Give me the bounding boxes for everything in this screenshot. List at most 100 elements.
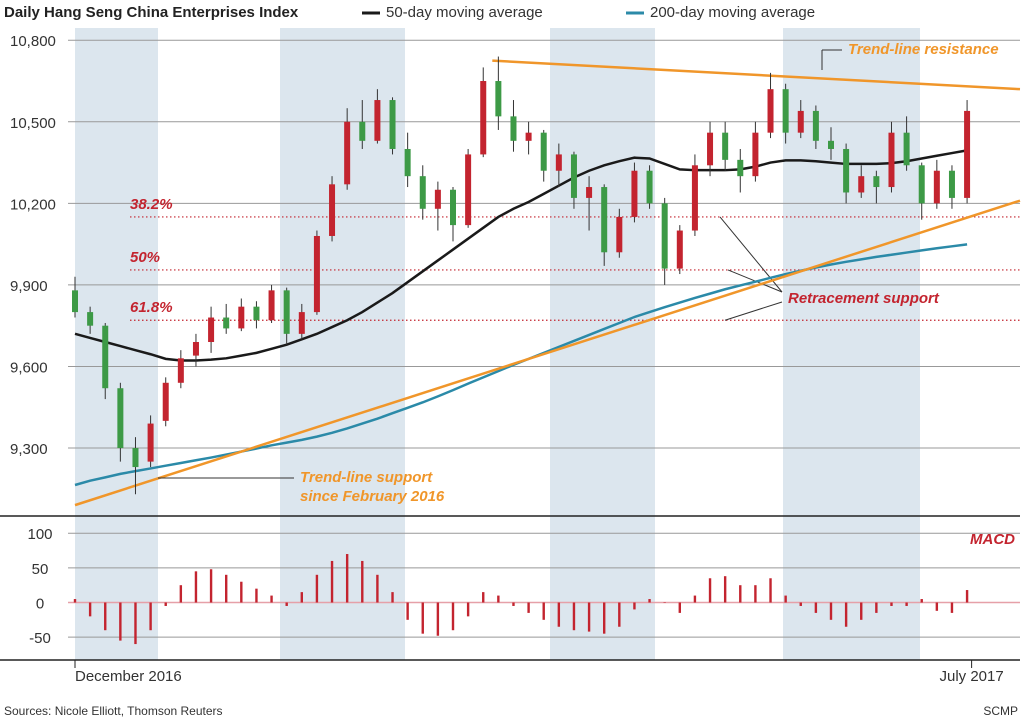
candle-body — [223, 317, 230, 329]
macd-bar — [497, 595, 500, 603]
legend-label: 50-day moving average — [386, 4, 543, 21]
candle-body — [72, 290, 78, 313]
macd-bar — [466, 602, 470, 617]
candle-body — [737, 159, 744, 177]
y-tick-label: 9,600 — [10, 359, 48, 376]
macd-bar — [285, 602, 288, 606]
macd-bar — [587, 602, 591, 632]
macd-bar — [920, 599, 923, 603]
trend-line-label: Trend-line support — [300, 469, 433, 486]
candle-body — [465, 154, 472, 226]
candle-body — [389, 100, 396, 149]
macd-bar — [119, 602, 122, 641]
y-tick-label: 10,200 — [10, 196, 56, 213]
moving-average-line — [74, 149, 968, 362]
month-band — [783, 28, 920, 660]
macd-bar — [618, 602, 621, 627]
macd-bar — [421, 602, 424, 634]
candle-body — [873, 176, 880, 188]
y-tick-label: 0 — [36, 595, 44, 612]
retracement-label: 61.8% — [130, 299, 173, 316]
macd-bar — [361, 560, 364, 603]
y-tick-label: 10,500 — [10, 115, 56, 132]
candle-body — [616, 216, 623, 253]
macd-bar — [557, 602, 561, 627]
candle-body — [374, 100, 381, 141]
candle-body — [283, 290, 290, 334]
candle-body — [540, 132, 547, 171]
candle-body — [601, 187, 608, 253]
candle-body — [192, 342, 199, 356]
macd-bar — [164, 602, 167, 606]
candle-body — [691, 165, 698, 231]
macd-bar — [708, 578, 712, 603]
legend-label: 200-day moving average — [650, 4, 815, 21]
candle-body — [117, 388, 124, 449]
retracement-support-label: Retracement support — [788, 290, 940, 307]
candle-body — [797, 110, 804, 133]
candle-body — [676, 230, 683, 269]
macd-bar — [88, 602, 92, 617]
retracement-label: 38.2% — [130, 196, 173, 213]
candle-body — [964, 110, 971, 198]
macd-bar — [73, 599, 77, 603]
macd-bar — [225, 574, 228, 603]
y-tick-label: 9,300 — [10, 441, 48, 458]
candle-body — [177, 358, 184, 383]
candle-body — [480, 81, 487, 155]
macd-bar — [603, 602, 606, 634]
macd-bar — [814, 602, 818, 613]
candle-body — [147, 423, 154, 462]
macd-bar — [391, 592, 394, 603]
y-tick-label: 10,800 — [10, 33, 56, 50]
macd-bar — [482, 592, 485, 603]
candle-body — [918, 165, 925, 204]
x-tick-label: December 2016 — [75, 668, 182, 685]
candle-body — [313, 235, 320, 313]
candle-body — [450, 189, 456, 226]
candle-body — [570, 154, 577, 198]
macd-bar — [935, 602, 939, 611]
macd-bar — [905, 602, 908, 606]
candle-body — [510, 116, 517, 141]
macd-bar — [542, 602, 545, 620]
macd-bar — [179, 585, 183, 603]
candle-body — [661, 203, 668, 269]
month-band — [280, 28, 405, 660]
candle-body — [359, 121, 366, 141]
candle-body — [434, 189, 441, 209]
candle-body — [752, 132, 759, 177]
macd-bar — [844, 602, 848, 627]
y-tick-label: 50 — [32, 561, 49, 578]
macd-bar — [300, 592, 303, 603]
candle-body — [843, 148, 850, 193]
retracement-pointer — [724, 301, 783, 321]
macd-bar — [860, 602, 863, 620]
macd-bar — [723, 576, 727, 603]
macd-bar — [149, 602, 152, 631]
candle-body — [208, 317, 215, 343]
candle-body — [329, 184, 336, 236]
macd-bar — [678, 602, 681, 613]
candle-body — [298, 312, 305, 334]
candle-body — [812, 110, 819, 141]
candle-body — [344, 121, 351, 185]
candle-body — [162, 382, 169, 421]
candle-body — [87, 312, 94, 326]
macd-bar — [512, 602, 515, 606]
x-tick-label: July 2017 — [940, 668, 1004, 685]
candle-body — [102, 325, 109, 389]
candle-body — [586, 187, 593, 198]
macd-bar — [769, 578, 772, 603]
trend-line-label: since February 2016 — [300, 488, 445, 505]
candle-body — [555, 154, 562, 171]
candle-body — [903, 132, 910, 166]
candle-body — [646, 170, 653, 204]
macd-bar — [890, 602, 893, 606]
source: Sources: Nicole Elliott, Thomson Reuters — [4, 704, 223, 718]
candle-body — [767, 89, 774, 133]
candle-body — [132, 448, 139, 468]
macd-bar — [406, 602, 409, 620]
candle-body — [253, 306, 260, 321]
